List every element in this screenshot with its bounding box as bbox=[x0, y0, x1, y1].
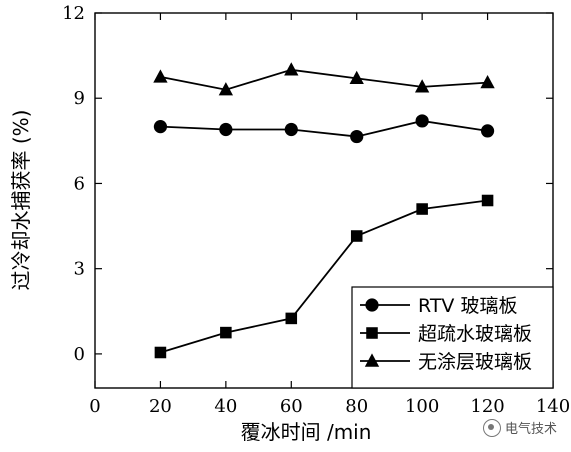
data-point-circle bbox=[284, 122, 298, 137]
y-tick-label: 3 bbox=[74, 259, 85, 280]
data-point-triangle bbox=[349, 70, 364, 85]
data-point-circle bbox=[415, 114, 429, 128]
wechat-icon bbox=[482, 418, 501, 437]
series-square bbox=[154, 194, 494, 359]
x-axis-label: 覆冰时间 /min bbox=[241, 420, 372, 444]
series-line bbox=[160, 68, 488, 91]
x-tick-label: 40 bbox=[214, 396, 237, 417]
legend-item: RTV 玻璃板 bbox=[360, 295, 517, 317]
watermark: 电气技术 bbox=[482, 418, 557, 437]
x-tick-label: 0 bbox=[89, 396, 100, 417]
data-point-triangle bbox=[218, 82, 234, 96]
y-axis-label: 过冷却水捕获率 (%) bbox=[9, 110, 33, 291]
y-tick-label: 12 bbox=[62, 3, 85, 24]
series-triangle bbox=[153, 62, 495, 96]
x-tick-label: 80 bbox=[345, 396, 368, 417]
x-tick-label: 140 bbox=[536, 396, 570, 417]
legend-item: 超疏水玻璃板 bbox=[360, 323, 532, 345]
data-point-square bbox=[481, 194, 494, 207]
legend-label: 无涂层玻璃板 bbox=[418, 351, 532, 373]
y-tick-label: 6 bbox=[74, 173, 85, 194]
series-circle bbox=[153, 114, 495, 144]
plot-frame bbox=[94, 12, 554, 389]
series-line bbox=[160, 120, 488, 138]
data-point-square bbox=[350, 230, 363, 242]
legend-box bbox=[351, 286, 554, 389]
data-point-circle bbox=[350, 129, 364, 144]
x-tick-label: 20 bbox=[149, 396, 172, 417]
data-point-square bbox=[285, 312, 298, 325]
data-point-circle bbox=[219, 122, 233, 137]
legend-item: 无涂层玻璃板 bbox=[360, 351, 532, 373]
x-tick-label: 100 bbox=[405, 396, 439, 417]
data-point-square bbox=[154, 346, 167, 359]
data-point-square bbox=[416, 203, 428, 215]
legend-label: 超疏水玻璃板 bbox=[418, 323, 532, 345]
x-tick-label: 60 bbox=[280, 396, 303, 417]
data-point-triangle bbox=[480, 75, 495, 89]
y-tick-label: 9 bbox=[74, 88, 85, 109]
legend-marker-circle bbox=[365, 298, 379, 312]
legend-marker-square bbox=[366, 327, 378, 339]
y-tick-label: 0 bbox=[74, 344, 85, 365]
watermark-text: 电气技术 bbox=[504, 422, 557, 437]
legend-marker-triangle bbox=[364, 353, 380, 367]
data-point-circle bbox=[480, 124, 495, 138]
series-line bbox=[160, 199, 488, 354]
legend-label: RTV 玻璃板 bbox=[418, 295, 517, 317]
x-tick-label: 120 bbox=[470, 396, 504, 417]
data-point-circle bbox=[153, 120, 168, 134]
data-point-triangle bbox=[414, 79, 430, 93]
data-point-square bbox=[220, 326, 232, 339]
data-point-triangle bbox=[153, 69, 168, 83]
data-point-triangle bbox=[284, 62, 299, 76]
